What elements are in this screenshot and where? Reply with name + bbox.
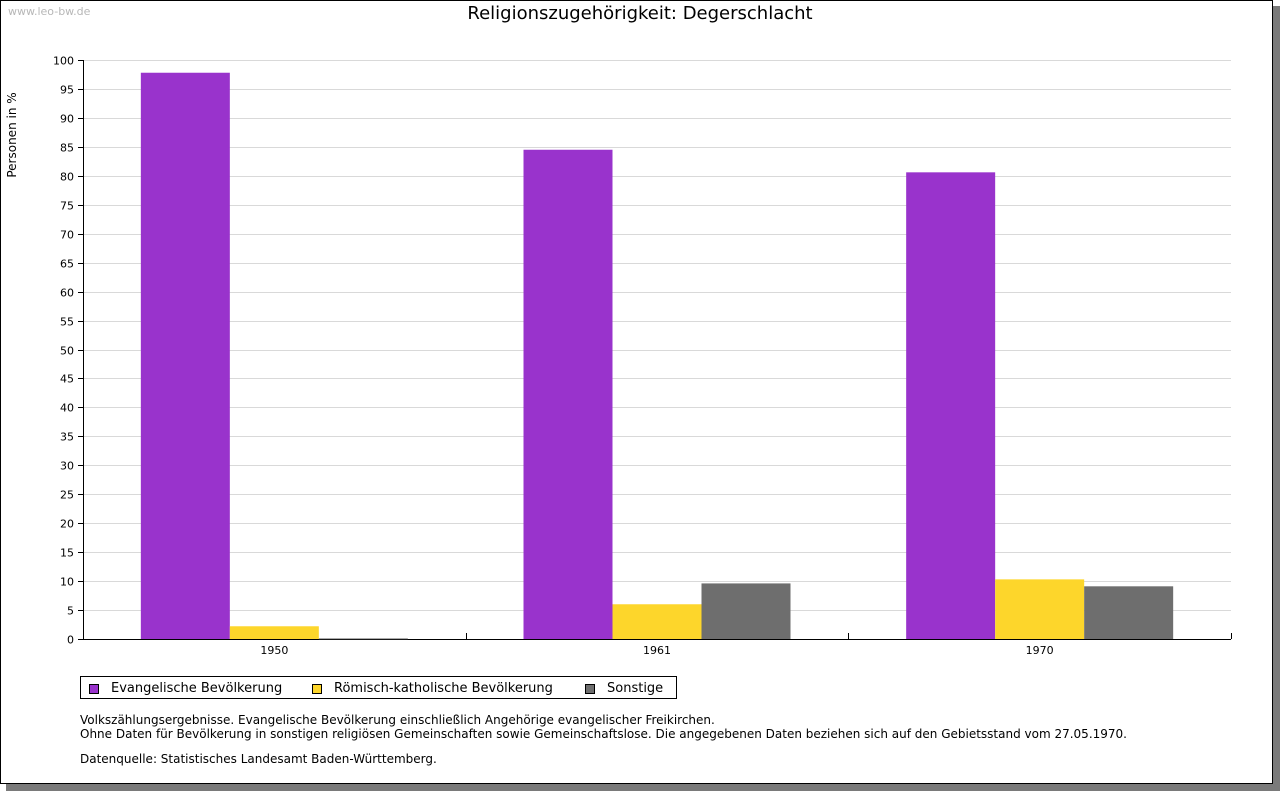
y-tick-label: 0 [67,634,74,647]
note-line-1: Volkszählungsergebnisse. Evangelische Be… [80,713,715,727]
legend-label-evangelisch: Evangelische Bevölkerung [111,681,283,696]
chart-notes: Volkszählungsergebnisse. Evangelische Be… [80,713,1127,741]
frame-shadow-bottom [6,784,1280,791]
y-tick-label: 75 [60,200,74,213]
bar-1970-evangelisch [906,172,996,640]
bar-1970-katholisch [995,579,1085,639]
frame-shadow-right [1273,6,1280,791]
y-tick-label: 25 [60,489,74,502]
x-tick-label: 1950 [260,644,288,657]
y-tick-label: 65 [60,258,74,271]
y-tick-label: 35 [60,431,74,444]
legend-swatch-sonstige [585,683,595,694]
y-tick-label: 60 [60,287,74,300]
y-tick-label: 20 [60,518,74,531]
bar-1961-katholisch [612,604,702,639]
data-source: Datenquelle: Statistisches Landesamt Bad… [80,752,437,766]
legend-swatch-katholisch [312,683,322,694]
x-tick-label: 1970 [1026,644,1054,657]
y-tick-label: 55 [60,316,74,329]
y-tick-label: 80 [60,171,74,184]
bar-1950-sonstige [318,638,408,640]
y-tick-label: 50 [60,345,74,358]
legend-item-sonstige: Sonstige [585,681,663,696]
legend: Evangelische Bevölkerung Römisch-katholi… [80,676,677,699]
y-tick-label: 5 [67,605,74,618]
y-tick-label: 45 [60,373,74,386]
legend-label-katholisch: Römisch-katholische Bevölkerung [334,681,553,696]
bar-1950-katholisch [229,626,319,639]
y-tick-label: 90 [60,113,74,126]
y-tick-label: 70 [60,229,74,242]
y-tick-label: 85 [60,142,74,155]
y-tick-label: 95 [60,84,74,97]
y-tick-label: 10 [60,576,74,589]
legend-label-sonstige: Sonstige [607,681,664,696]
y-tick-label: 100 [53,55,74,68]
legend-item-evangelisch: Evangelische Bevölkerung [89,681,282,696]
x-tick-label: 1961 [643,644,671,657]
bar-1970-sonstige [1084,586,1174,639]
y-axis-label: Personen in % [5,92,19,177]
y-tick-label: 30 [60,460,74,473]
y-tick-label: 15 [60,547,74,560]
chart-title: Religionszugehörigkeit: Degerschlacht [467,3,813,24]
legend-item-katholisch: Römisch-katholische Bevölkerung [312,681,553,696]
bar-1961-sonstige [701,583,791,639]
legend-swatch-evangelisch [89,683,99,694]
note-line-2: Ohne Daten für Bevölkerung in sonstigen … [80,727,1127,741]
watermark: www.leo-bw.de [8,5,91,18]
bar-1961-evangelisch [523,149,613,639]
bar-1950-evangelisch [140,72,230,640]
y-tick-label: 40 [60,402,74,415]
